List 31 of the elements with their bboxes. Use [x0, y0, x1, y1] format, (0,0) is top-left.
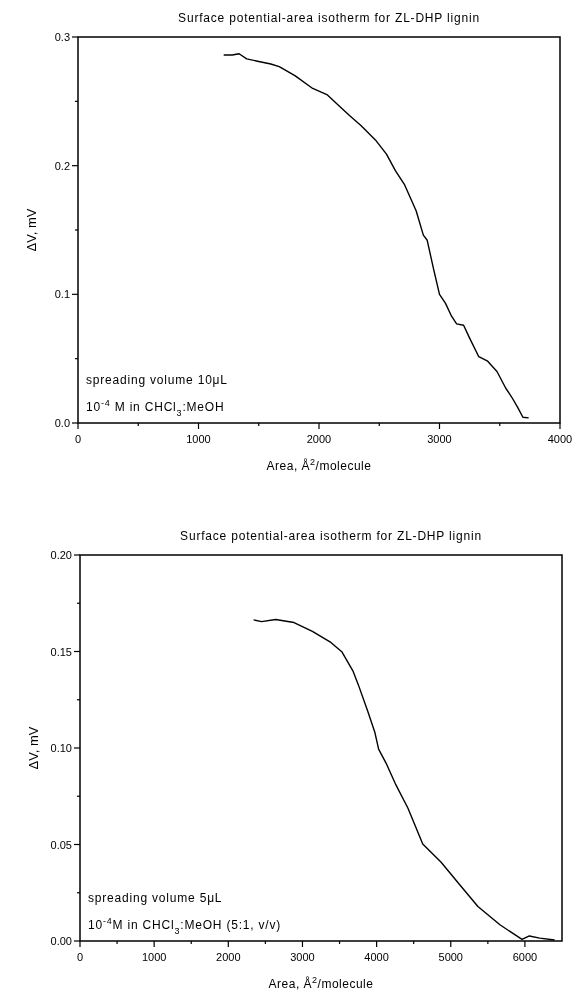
chart-title: Surface potential-area isotherm for ZL-DHP lignin [180, 529, 482, 543]
x-axis-title: Area, Å$^{2}$/molecule [268, 975, 374, 991]
y-tick-label: 0.3 [54, 31, 70, 43]
x-tick-label: 1000 [141, 951, 167, 963]
annotation: spreading volume 5μL [88, 891, 223, 905]
x-tick-label: 6000 [512, 951, 538, 963]
y-tick-label: 0.15 [50, 645, 72, 658]
x-tick-label: 5000 [438, 951, 464, 963]
x-axis-title: Area, Å$^{2}$/molecule [266, 457, 372, 473]
x-tick-label: 1000 [186, 433, 211, 445]
y-axis-title: ΔV, mV [26, 726, 41, 770]
chart-title: Surface potential-area isotherm for ZL-DHP lignin [178, 11, 480, 25]
y-tick-label: 0.20 [50, 549, 72, 561]
x-tick-label: 3000 [427, 433, 452, 445]
x-tick-label: 0 [74, 433, 82, 445]
x-tick-label: 3000 [290, 951, 315, 963]
y-tick-label: 0.05 [50, 838, 72, 851]
y-tick-label: 0.00 [50, 935, 72, 947]
x-tick-label: 2000 [306, 433, 332, 445]
y-tick-label: 0.2 [54, 159, 70, 172]
annotation: 10$^{-4}$M in CHCl$_{3}$:MeOH (5:1, v/v) [88, 916, 282, 936]
y-axis-title: ΔV, mV [24, 208, 39, 252]
x-tick-label: 4000 [364, 951, 389, 963]
annotation: 10$^{-4}$ M in CHCl$_{3}$:MeOH [86, 398, 225, 418]
y-tick-label: 0.1 [54, 288, 70, 301]
annotation: spreading volume 10μL [86, 373, 228, 387]
x-tick-label: 2000 [216, 951, 241, 963]
y-tick-label: 0.0 [54, 417, 70, 429]
x-tick-label: 4000 [547, 433, 573, 445]
y-tick-label: 0.10 [50, 742, 72, 754]
x-tick-label: 0 [76, 951, 84, 963]
